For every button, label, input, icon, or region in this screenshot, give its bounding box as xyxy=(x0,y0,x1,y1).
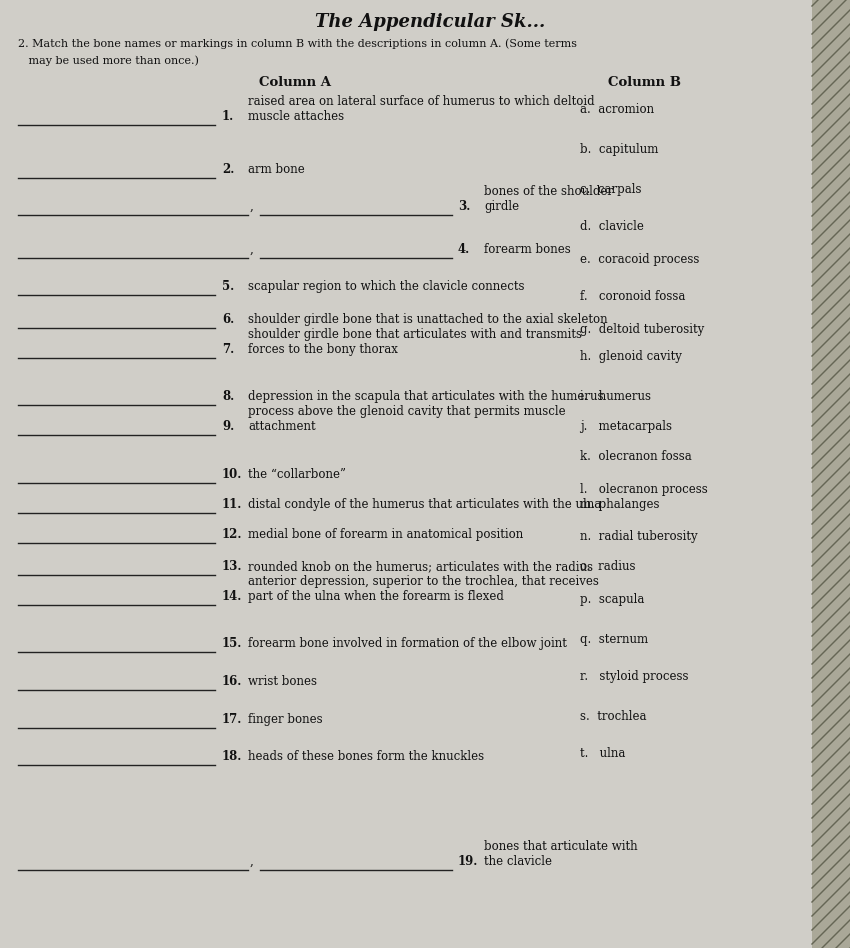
Text: q.  sternum: q. sternum xyxy=(580,633,648,646)
Text: 1.: 1. xyxy=(222,110,235,123)
Text: s.  trochlea: s. trochlea xyxy=(580,710,647,723)
Text: 8.: 8. xyxy=(222,390,235,403)
Text: e.  coracoid process: e. coracoid process xyxy=(580,253,700,266)
Text: Column A: Column A xyxy=(259,76,331,89)
Text: 16.: 16. xyxy=(222,675,242,688)
Text: depression in the scapula that articulates with the humerus: depression in the scapula that articulat… xyxy=(248,390,604,403)
Text: f.   coronoid fossa: f. coronoid fossa xyxy=(580,290,685,303)
Text: p.  scapula: p. scapula xyxy=(580,593,644,606)
Text: 2.: 2. xyxy=(222,163,235,176)
Text: c.  carpals: c. carpals xyxy=(580,183,642,196)
Text: finger bones: finger bones xyxy=(248,713,323,726)
Text: b.  capitulum: b. capitulum xyxy=(580,143,659,156)
Text: 10.: 10. xyxy=(222,468,242,481)
Text: ,: , xyxy=(250,855,254,868)
Text: rounded knob on the humerus; articulates with the radius: rounded knob on the humerus; articulates… xyxy=(248,560,593,573)
Text: shoulder girdle bone that articulates with and transmits
forces to the bony thor: shoulder girdle bone that articulates wi… xyxy=(248,328,582,356)
Text: r.   styloid process: r. styloid process xyxy=(580,670,688,683)
Text: ,: , xyxy=(250,243,254,256)
Text: The Appendicular Sk...: The Appendicular Sk... xyxy=(314,13,545,31)
Text: 12.: 12. xyxy=(222,528,242,541)
Text: i.   humerus: i. humerus xyxy=(580,390,651,403)
Text: raised area on lateral surface of humerus to which deltoid
muscle attaches: raised area on lateral surface of humeru… xyxy=(248,95,595,123)
Text: 7.: 7. xyxy=(222,343,235,356)
Text: the “collarbone”: the “collarbone” xyxy=(248,468,346,481)
Text: 19.: 19. xyxy=(458,855,479,868)
Text: shoulder girdle bone that is unattached to the axial skeleton: shoulder girdle bone that is unattached … xyxy=(248,313,608,326)
Text: heads of these bones form the knuckles: heads of these bones form the knuckles xyxy=(248,750,484,763)
Text: n.  radial tuberosity: n. radial tuberosity xyxy=(580,530,698,543)
Text: distal condyle of the humerus that articulates with the ulna: distal condyle of the humerus that artic… xyxy=(248,498,601,511)
Text: 17.: 17. xyxy=(222,713,242,726)
Text: Column B: Column B xyxy=(609,76,682,89)
Text: g.  deltoid tuberosity: g. deltoid tuberosity xyxy=(580,323,705,336)
Text: k.  olecranon fossa: k. olecranon fossa xyxy=(580,450,692,463)
Text: ,: , xyxy=(250,200,254,213)
Text: bones that articulate with
the clavicle: bones that articulate with the clavicle xyxy=(484,840,638,868)
Text: process above the glenoid cavity that permits muscle
attachment: process above the glenoid cavity that pe… xyxy=(248,405,565,433)
Text: 11.: 11. xyxy=(222,498,242,511)
Text: o.  radius: o. radius xyxy=(580,560,636,573)
Text: forearm bone involved in formation of the elbow joint: forearm bone involved in formation of th… xyxy=(248,637,567,650)
Text: bones of the shoulder
girdle: bones of the shoulder girdle xyxy=(484,185,613,213)
Bar xyxy=(812,0,850,948)
Text: 6.: 6. xyxy=(222,313,235,326)
Text: 15.: 15. xyxy=(222,637,242,650)
Text: l.   olecranon process: l. olecranon process xyxy=(580,483,708,496)
Text: 4.: 4. xyxy=(458,243,470,256)
Text: d.  clavicle: d. clavicle xyxy=(580,220,643,233)
Text: 2. Match the bone names or markings in column B with the descriptions in column : 2. Match the bone names or markings in c… xyxy=(18,38,577,48)
Text: forearm bones: forearm bones xyxy=(484,243,570,256)
Text: a.  acromion: a. acromion xyxy=(580,103,654,116)
Text: m. phalanges: m. phalanges xyxy=(580,498,660,511)
Text: t.   ulna: t. ulna xyxy=(580,747,626,760)
Text: may be used more than once.): may be used more than once.) xyxy=(18,55,199,65)
Text: scapular region to which the clavicle connects: scapular region to which the clavicle co… xyxy=(248,280,524,293)
Text: arm bone: arm bone xyxy=(248,163,305,176)
Text: 3.: 3. xyxy=(458,200,470,213)
Text: anterior depression, superior to the trochlea, that receives
part of the ulna wh: anterior depression, superior to the tro… xyxy=(248,575,599,603)
Text: 14.: 14. xyxy=(222,590,242,603)
Text: 9.: 9. xyxy=(222,420,235,433)
Text: 18.: 18. xyxy=(222,750,242,763)
Text: medial bone of forearm in anatomical position: medial bone of forearm in anatomical pos… xyxy=(248,528,524,541)
Text: 5.: 5. xyxy=(222,280,235,293)
Text: wrist bones: wrist bones xyxy=(248,675,317,688)
Text: j.   metacarpals: j. metacarpals xyxy=(580,420,672,433)
Text: h.  glenoid cavity: h. glenoid cavity xyxy=(580,350,682,363)
Text: 13.: 13. xyxy=(222,560,242,573)
